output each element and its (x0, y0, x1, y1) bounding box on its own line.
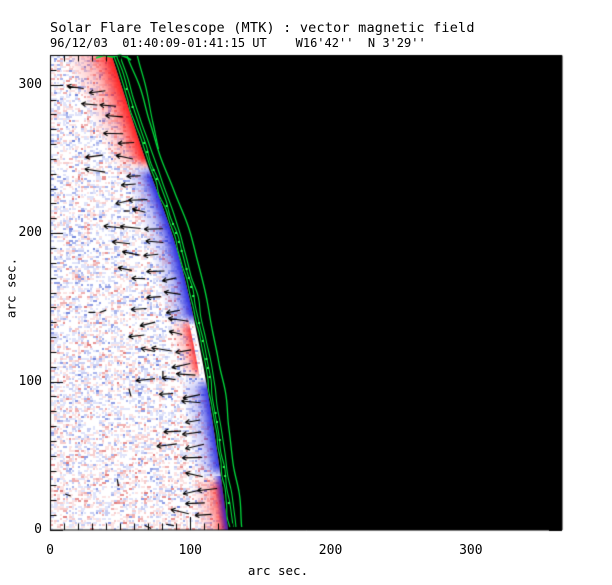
y-axis-title: arc sec. (3, 257, 19, 319)
x-axis-title: arc sec. (247, 563, 309, 578)
x-tick-label: 200 (318, 543, 343, 558)
y-tick-label: 200 (18, 225, 42, 241)
x-tick-label: 300 (459, 543, 483, 558)
y-tick-label: 100 (18, 373, 42, 389)
x-tick-label: 100 (178, 543, 203, 558)
x-tick-label: 0 (46, 543, 54, 558)
plot-title: Solar Flare Telescope (MTK) : vector mag… (50, 20, 475, 36)
y-tick-label: 0 (34, 522, 42, 537)
y-tick-label: 300 (18, 76, 42, 92)
plot-subtitle: 96/12/03 01:40:09-01:41:15 UT W16'42'' N… (50, 36, 426, 50)
